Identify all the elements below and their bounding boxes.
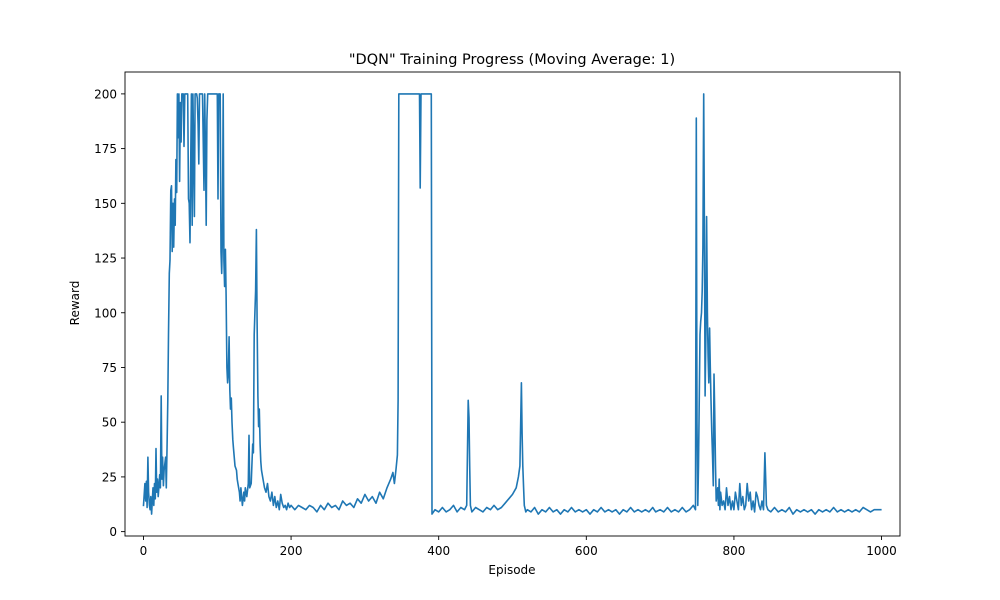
y-tick-label: 50 <box>102 416 117 430</box>
x-axis-title: Episode <box>488 563 535 577</box>
x-tick-label: 800 <box>722 544 745 558</box>
x-tick-label: 0 <box>140 544 148 558</box>
plot-area <box>142 93 882 515</box>
axes-frame <box>124 71 901 537</box>
y-tick-label: 200 <box>94 87 117 101</box>
x-tick-label: 400 <box>427 544 450 558</box>
y-tick-label: 25 <box>102 470 117 484</box>
reward-series-line <box>142 93 882 515</box>
y-tick-label: 0 <box>109 525 117 539</box>
y-tick-label: 125 <box>94 252 117 266</box>
y-tick-label: 100 <box>94 306 117 320</box>
chart-title: "DQN" Training Progress (Moving Average:… <box>349 52 675 68</box>
y-tick-label: 175 <box>94 142 117 156</box>
x-tick-label: 600 <box>575 544 598 558</box>
y-tick-label: 75 <box>102 361 117 375</box>
x-tick-label: 1000 <box>866 544 897 558</box>
x-tick-label: 200 <box>280 544 303 558</box>
y-tick-label: 150 <box>94 197 117 211</box>
axes: 0 200 400 600 800 1000 0 25 50 75 100 125 150 175 200 <box>94 71 901 558</box>
y-axis-title: Reward <box>68 281 82 326</box>
